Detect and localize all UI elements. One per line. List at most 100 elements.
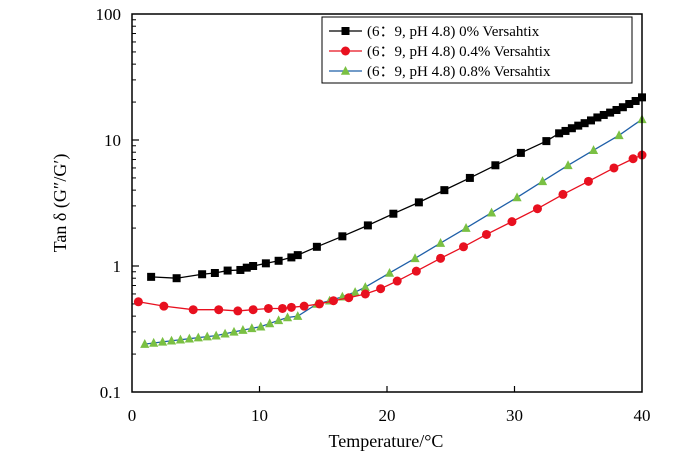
data-point-circle [436, 253, 446, 263]
data-point-triangle [435, 238, 446, 247]
data-point-triangle [265, 318, 275, 328]
data-point-circle [344, 293, 354, 303]
data-point-square [618, 103, 627, 112]
data-point-circle [133, 297, 143, 307]
data-point-circle [459, 242, 468, 252]
y-tick-label: 1 [113, 257, 122, 276]
data-point-square [363, 221, 372, 230]
data-point-triangle [166, 335, 177, 345]
data-point-circle [411, 266, 421, 276]
series-line [138, 154, 643, 312]
data-point-triangle [512, 192, 522, 202]
data-point-circle [628, 154, 638, 164]
y-tick-label: 100 [96, 5, 122, 24]
data-point-circle [392, 276, 402, 286]
data-point-square [606, 108, 615, 117]
data-point-square [631, 96, 640, 105]
data-point-circle [188, 305, 198, 315]
legend-label: (6：9, pH 4.8) 0% Versahtix [367, 24, 540, 40]
series-circle [133, 150, 647, 316]
data-point-triangle [340, 65, 351, 75]
data-point-square [147, 272, 156, 281]
data-point-square [249, 262, 258, 270]
y-axis-label: Tan δ (G″/G′) [50, 154, 71, 253]
data-point-circle [263, 303, 273, 313]
data-point-triangle [410, 253, 420, 263]
data-point-square [567, 124, 576, 133]
legend-entry: (6：9, pH 4.8) 0.4% Versahtix [329, 44, 551, 60]
data-point-square [293, 251, 302, 260]
x-tick-label: 40 [634, 406, 651, 425]
data-point-circle [233, 306, 243, 316]
data-point-square [341, 27, 350, 35]
legend-entry: (6：9, pH 4.8) 0% Versahtix [329, 24, 540, 40]
x-tick-label: 30 [506, 406, 523, 425]
data-point-circle [583, 176, 593, 186]
data-point-circle [277, 303, 287, 313]
legend-label: (6：9, pH 4.8) 0.4% Versahtix [367, 44, 551, 60]
data-point-circle [532, 204, 542, 214]
data-point-square [599, 110, 608, 119]
data-point-triangle [588, 145, 599, 154]
data-point-square [465, 173, 474, 182]
data-point-triangle [193, 332, 203, 342]
data-point-square [261, 259, 270, 268]
data-point-triangle [537, 176, 548, 186]
data-point-circle [376, 284, 386, 294]
data-point-triangle [158, 336, 168, 346]
legend-entry: (6：9, pH 4.8) 0.8% Versahtix [329, 64, 551, 80]
data-point-circle [328, 296, 338, 306]
tick-labels: 0 10 20 30 40 0.1 1 10 100 [96, 5, 651, 425]
legend: (6：9, pH 4.8) 0% Versahtix (6：9, pH 4.8) … [321, 16, 633, 84]
data-point-triangle [211, 330, 221, 340]
y-tick-label: 10 [104, 131, 121, 150]
data-point-circle [360, 289, 370, 299]
data-point-triangle [238, 325, 248, 334]
data-point-triangle [293, 311, 303, 320]
series-square [147, 93, 646, 283]
data-point-square [338, 232, 347, 241]
data-point-triangle [140, 339, 150, 348]
data-point-square [312, 242, 321, 251]
data-point-square [625, 100, 634, 109]
data-point-triangle [614, 130, 624, 140]
data-point-square [593, 113, 602, 122]
x-tick-label: 10 [251, 406, 268, 425]
data-point-square [587, 116, 595, 125]
data-point-square [580, 119, 589, 128]
series-layer [133, 93, 647, 348]
x-axis-label: Temperature/°C [329, 431, 444, 451]
data-point-triangle [563, 160, 573, 170]
data-point-circle [481, 229, 491, 239]
data-point-triangle [229, 326, 239, 336]
data-point-square [198, 270, 207, 279]
data-point-square [242, 263, 251, 272]
data-point-triangle [384, 267, 395, 277]
series-triangle [140, 114, 647, 348]
data-point-square [414, 198, 423, 207]
data-point-circle [286, 302, 296, 312]
plot-frame [131, 13, 643, 393]
data-point-circle [609, 163, 619, 173]
data-point-square [516, 148, 525, 157]
x-tick-label: 20 [379, 406, 396, 425]
data-point-square [491, 161, 500, 170]
data-point-triangle [350, 287, 360, 296]
data-point-square [287, 253, 296, 262]
data-point-triangle [360, 282, 370, 291]
data-point-triangle [220, 328, 230, 338]
data-point-triangle [149, 337, 159, 347]
data-point-square [274, 256, 283, 265]
legend-box [321, 16, 633, 84]
data-point-circle [248, 305, 258, 315]
data-point-triangle [461, 223, 471, 232]
data-point-triangle [256, 321, 266, 331]
data-point-square [172, 274, 181, 283]
data-point-triangle [247, 323, 257, 333]
legend-label: (6：9, pH 4.8) 0.8% Versahtix [367, 64, 551, 80]
data-point-circle [341, 46, 350, 56]
data-point-triangle [486, 207, 497, 217]
data-point-triangle [175, 334, 186, 344]
x-tick-label: 0 [128, 406, 137, 425]
